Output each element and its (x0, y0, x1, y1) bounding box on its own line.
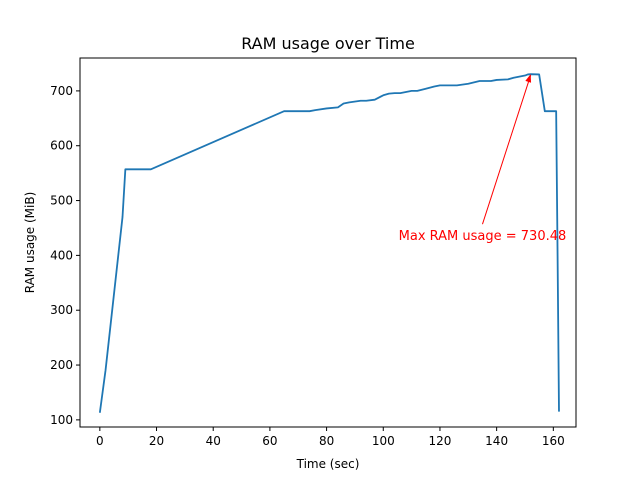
plot-frame (79, 57, 577, 428)
annotation: Max RAM usage = 730.48 (399, 74, 567, 244)
y-tick-label: 500 (50, 194, 73, 208)
y-tick-label: 200 (50, 358, 73, 372)
x-axis-label: Time (sec) (296, 457, 360, 471)
y-axis: 100 200 300 400 500 600 700 (50, 84, 80, 427)
annotation-arrow (481, 75, 532, 225)
plot-area (98, 73, 560, 413)
x-tick-label: 100 (372, 434, 395, 448)
x-tick-label: 140 (485, 434, 508, 448)
x-tick-label: 160 (542, 434, 565, 448)
x-tick-label: 20 (149, 434, 164, 448)
annotation-arrowhead (525, 74, 532, 83)
x-tick-label: 0 (96, 434, 104, 448)
y-tick-label: 100 (50, 413, 73, 427)
x-tick-label: 40 (206, 434, 221, 448)
y-tick-label: 400 (50, 248, 73, 262)
x-tick-label: 80 (319, 434, 334, 448)
annotation-label: Max RAM usage = 730.48 (399, 229, 567, 244)
y-axis-label: RAM usage (MiB) (23, 192, 37, 294)
y-tick-label: 600 (50, 139, 73, 153)
x-tick-label: 120 (429, 434, 452, 448)
y-tick-label: 300 (50, 303, 73, 317)
ram-usage-line (98, 73, 560, 413)
chart-title: RAM usage over Time (241, 34, 415, 53)
x-axis: 0 20 40 60 80 100 120 140 160 (96, 427, 565, 448)
x-tick-label: 60 (262, 434, 277, 448)
y-tick-label: 700 (50, 84, 73, 98)
